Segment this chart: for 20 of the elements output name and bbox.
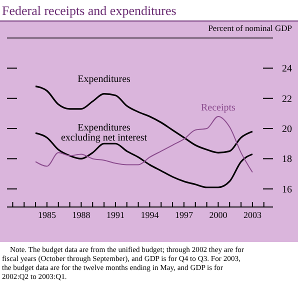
series-label: Receipts [200, 102, 236, 114]
y-tick-label: 24 [282, 64, 292, 75]
line-series [34, 132, 254, 188]
x-tick-label: 1991 [106, 210, 124, 220]
x-tick-label: 2003 [243, 210, 262, 220]
y-tick-label: 20 [282, 124, 292, 136]
x-tick-label: 1994 [140, 210, 160, 220]
x-tick-label: 1988 [72, 210, 91, 220]
y-axis-title: Percent of nominal GDP [208, 23, 292, 33]
y-tick-label: 18 [282, 154, 292, 166]
x-tick-label: 1997 [174, 210, 194, 220]
series-label: Expenditures [78, 74, 131, 85]
series-label: Expenditures excluding net interest [60, 122, 148, 144]
line-series [35, 116, 253, 173]
line-series [34, 85, 254, 154]
chart-title: Federal receipts and expenditures [2, 3, 176, 18]
y-tick-label: 22 [282, 94, 292, 105]
x-tick-label: 1985 [38, 210, 56, 220]
x-tick-label: 2000 [209, 210, 228, 220]
y-tick-label: 16 [282, 184, 292, 196]
